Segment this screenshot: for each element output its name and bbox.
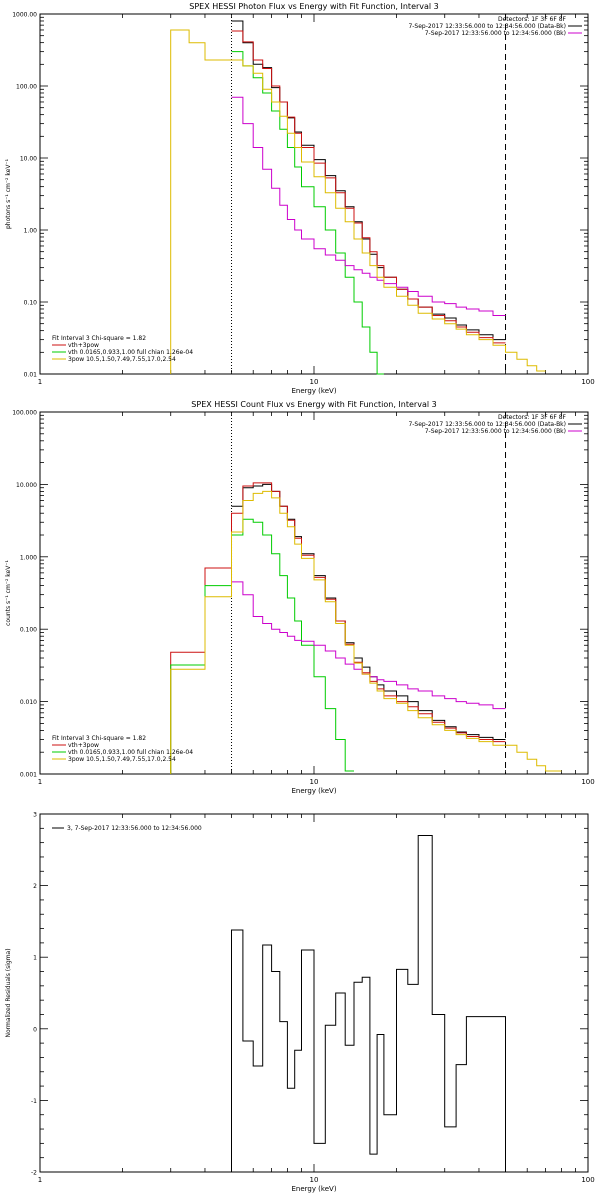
count-title: SPEX HESSI Count Flux vs Energy with Fit…: [191, 400, 436, 409]
count-y-tick-label: 10.000: [16, 482, 37, 489]
photon-panel: SPEX HESSI Photon Flux vs Energy with Fi…: [5, 2, 595, 395]
photon-y-tick-label: 10.00: [20, 156, 37, 163]
photon-series-thermal: [231, 51, 384, 375]
photon-legend-top-entry: 7-Sep-2017 12:33:56.000 to 12:34:56.000 …: [425, 30, 566, 37]
count-y-tick-label: 0.010: [20, 699, 37, 706]
photon-y-tick-label: 1000.00: [12, 12, 37, 19]
photon-y-tick-label: 0.10: [24, 300, 38, 307]
resid-x-axis-label: Energy (keV): [291, 1185, 336, 1193]
count-y-axis-label: counts s⁻¹ cm⁻² keV⁻¹: [5, 560, 12, 626]
count-series-thermal: [170, 518, 354, 774]
photon-x-tick-label: 1: [38, 378, 42, 386]
resid-y-tick-label: 1: [33, 955, 37, 962]
count-legend-bottom-entry: 3pow 10.5,1.50,7.49,7.55,17.0,2.54: [68, 756, 176, 763]
resid-x-tick-label: 1: [38, 1176, 42, 1184]
count-legend-bottom-entry: Fit Interval 3 Chi-square = 1.82: [52, 735, 146, 742]
count-y-tick-label: 0.100: [20, 627, 37, 634]
resid-y-tick-label: 2: [33, 883, 37, 890]
resid-y-tick-label: 0: [33, 1026, 37, 1033]
photon-title: SPEX HESSI Photon Flux vs Energy with Fi…: [189, 2, 439, 11]
count-panel: SPEX HESSI Count Flux vs Energy with Fit…: [5, 400, 595, 795]
count-x-tick-label: 10: [310, 778, 319, 786]
photon-legend-bottom-entry: vth+3pow: [68, 342, 99, 349]
photon-y-tick-label: 100.00: [16, 84, 37, 91]
count-legend-bottom-entry: vth 0.0165,0.933,1.00 full chian 1.26e-0…: [68, 749, 193, 756]
photon-legend-bottom-entry: Fit Interval 3 Chi-square = 1.82: [52, 335, 146, 342]
count-series-fit: [170, 490, 562, 774]
count-x-axis-label: Energy (keV): [291, 787, 336, 795]
resid-y-axis-label: Normalized Residuals (sigma): [5, 948, 12, 1037]
resid-y-tick-label: -1: [31, 1098, 37, 1105]
photon-x-tick-label: 10: [310, 378, 319, 386]
photon-x-tick-label: 100: [581, 378, 594, 386]
resid-x-tick-label: 100: [581, 1176, 594, 1184]
count-y-tick-label: 0.001: [20, 772, 37, 779]
count-legend-top-entry: 7-Sep-2017 12:33:56.000 to 12:34:56.000 …: [425, 428, 566, 435]
count-x-tick-label: 100: [581, 778, 594, 786]
count-y-tick-label: 100.000: [12, 410, 37, 417]
photon-y-tick-label: 1.00: [24, 228, 38, 235]
count-legend-top-entry: Detectors: 1F 3F 6F 8F: [498, 414, 567, 421]
photon-legend-top-entry: Detectors: 1F 3F 6F 8F: [498, 16, 567, 23]
count-x-tick-label: 1: [38, 778, 42, 786]
photon-series-background: [231, 96, 506, 316]
photon-series-total: [231, 30, 506, 344]
photon-x-axis-label: Energy (keV): [291, 387, 336, 395]
photon-y-axis-label: photons s⁻¹ cm⁻² keV⁻¹: [5, 158, 12, 229]
photon-series-data: [231, 20, 506, 341]
resid-x-tick-label: 10: [310, 1176, 319, 1184]
photon-legend-bottom-entry: 3pow 10.5,1.50,7.49,7.55,17.0,2.54: [68, 356, 176, 363]
count-y-tick-label: 1.000: [20, 554, 37, 561]
resid-y-tick-label: -2: [31, 1170, 37, 1177]
resid-y-tick-label: 3: [33, 812, 37, 819]
count-series-background: [231, 581, 506, 710]
photon-legend-top-entry: 7-Sep-2017 12:33:56.000 to 12:34:56.000 …: [408, 23, 566, 30]
resid-legend-entry: 3, 7-Sep-2017 12:33:56.000 to 12:34:56.0…: [67, 825, 202, 832]
photon-legend-bottom-entry: vth 0.0165,0.933,1.00 full chian 1.26e-0…: [68, 349, 193, 356]
photon-y-tick-label: 0.01: [24, 372, 38, 379]
count-legend-top-entry: 7-Sep-2017 12:33:56.000 to 12:34:56.000 …: [408, 421, 566, 428]
count-legend-bottom-entry: vth+3pow: [68, 742, 99, 749]
photon-series-fit: [170, 29, 546, 374]
resid-series-residuals: [231, 835, 506, 1172]
